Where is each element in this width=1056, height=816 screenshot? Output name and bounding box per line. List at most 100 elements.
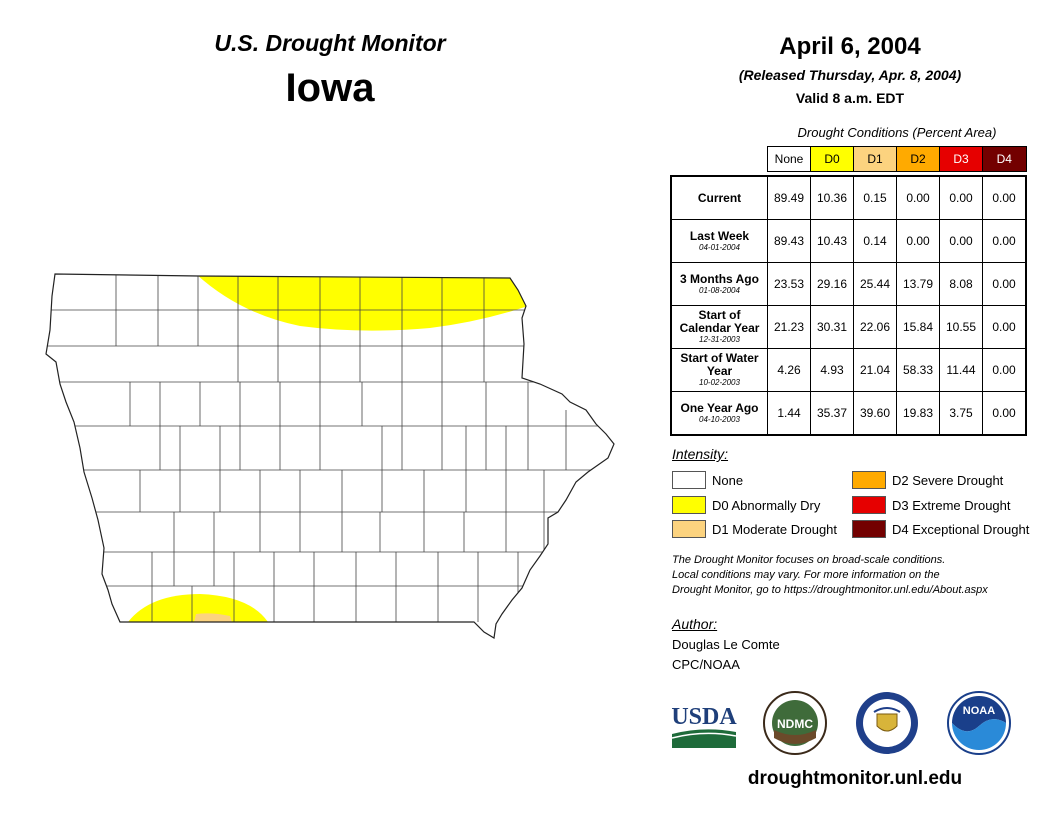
- author-name: Douglas Le Comte: [672, 637, 780, 652]
- row-date: 01-08-2004: [699, 285, 740, 295]
- cell-d4: 0.00: [982, 305, 1027, 349]
- row-label: Start of Calendar Year 12-31-2003: [670, 305, 768, 349]
- legend-label: D4 Exceptional Drought: [892, 521, 1030, 537]
- col-header-d3: D3: [939, 146, 983, 172]
- cell-d0: 30.31: [810, 305, 854, 349]
- svg-text:NOAA: NOAA: [963, 705, 995, 717]
- legend-label: D2 Severe Drought: [892, 472, 1004, 488]
- cell-d4: 0.00: [982, 391, 1027, 436]
- legend-swatch: [672, 496, 706, 514]
- legend-swatch: [852, 520, 886, 538]
- legend-title: Intensity:: [672, 446, 729, 462]
- cell-d2: 58.33: [896, 348, 940, 392]
- legend-label: D1 Moderate Drought: [712, 521, 838, 537]
- noaa-logo: NOAA: [947, 691, 1011, 755]
- map-title-state: Iowa: [285, 66, 375, 110]
- cell-none: 21.23: [767, 305, 811, 349]
- cell-none: 1.44: [767, 391, 811, 436]
- col-header-d4: D4: [982, 146, 1027, 172]
- table-header-row: None D0 D1 D2 D3 D4: [671, 146, 1027, 172]
- commerce-seal-logo: [856, 692, 918, 754]
- cell-none: 89.49: [767, 175, 811, 220]
- col-header-d0: D0: [810, 146, 854, 172]
- table-row: Current 89.49 10.36 0.15 0.00 0.00 0.00: [670, 175, 1027, 220]
- table-caption: Drought Conditions (Percent Area): [797, 125, 997, 140]
- usda-logo: USDA: [671, 704, 737, 748]
- d0-area-southwest: [128, 594, 268, 622]
- valid-line: Valid 8 a.m. EDT: [795, 90, 905, 106]
- cell-d1: 0.14: [853, 219, 897, 263]
- cell-d3: 10.55: [939, 305, 983, 349]
- cell-none: 23.53: [767, 262, 811, 306]
- legend-item-none: None: [672, 471, 743, 489]
- author-org: CPC/NOAA: [672, 657, 740, 672]
- date-title: April 6, 2004: [779, 33, 921, 60]
- release-line: (Released Thursday, Apr. 8, 2004): [738, 67, 962, 83]
- legend-label: D0 Abnormally Dry: [712, 497, 821, 513]
- cell-d2: 19.83: [896, 391, 940, 436]
- cell-d3: 11.44: [939, 348, 983, 392]
- cell-d1: 25.44: [853, 262, 897, 306]
- svg-text:NDMC: NDMC: [777, 717, 813, 731]
- legend-label: D3 Extreme Drought: [892, 497, 1011, 513]
- d1-area-southwest: [194, 613, 232, 622]
- table-row: Last Week 04-01-2004 89.43 10.43 0.14 0.0…: [670, 219, 1027, 263]
- cell-d1: 0.15: [853, 175, 897, 220]
- cell-d1: 22.06: [853, 305, 897, 349]
- legend-swatch: [672, 471, 706, 489]
- cell-d0: 29.16: [810, 262, 854, 306]
- iowa-drought-map: [45, 273, 615, 639]
- cell-d2: 15.84: [896, 305, 940, 349]
- cell-d4: 0.00: [982, 262, 1027, 306]
- author-label: Author:: [672, 616, 718, 632]
- row-date: 04-10-2003: [699, 414, 740, 424]
- legend-item-d3: D3 Extreme Drought: [852, 496, 1011, 514]
- cell-none: 4.26: [767, 348, 811, 392]
- col-header-none: None: [767, 146, 811, 172]
- legend-item-d4: D4 Exceptional Drought: [852, 520, 1029, 538]
- row-date: 12-31-2003: [699, 335, 740, 344]
- row-date: 04-01-2004: [699, 242, 740, 252]
- cell-d0: 10.36: [810, 175, 854, 220]
- d0-area-north: [196, 274, 530, 331]
- row-label: Start of Water Year 10-02-2003: [670, 348, 768, 392]
- legend-item-d1: D1 Moderate Drought: [672, 520, 837, 538]
- row-label: Current: [670, 175, 768, 220]
- col-header-d1: D1: [853, 146, 897, 172]
- cell-d3: 8.08: [939, 262, 983, 306]
- legend-item-d2: D2 Severe Drought: [852, 471, 1003, 489]
- col-header-d2: D2: [896, 146, 940, 172]
- row-label: One Year Ago 04-10-2003: [670, 391, 768, 436]
- row-label: Last Week 04-01-2004: [670, 219, 768, 263]
- table-row: Start of Calendar Year 12-31-2003 21.23 3…: [670, 305, 1027, 349]
- cell-none: 89.43: [767, 219, 811, 263]
- legend-item-d0: D0 Abnormally Dry: [672, 496, 820, 514]
- cell-d1: 39.60: [853, 391, 897, 436]
- table-row: One Year Ago 04-10-2003 1.44 35.37 39.60 …: [670, 391, 1027, 436]
- cell-d3: 0.00: [939, 219, 983, 263]
- legend-swatch: [852, 496, 886, 514]
- cell-d3: 0.00: [939, 175, 983, 220]
- disclaimer-text: The Drought Monitor focuses on broad-sca…: [672, 554, 988, 596]
- legend-swatch: [672, 520, 706, 538]
- site-url: droughtmonitor.unl.edu: [747, 768, 963, 789]
- svg-text:USDA: USDA: [671, 704, 737, 730]
- legend-swatch: [852, 471, 886, 489]
- iowa-state-outline: [45, 273, 615, 639]
- cell-d4: 0.00: [982, 175, 1027, 220]
- map-title-product: U.S. Drought Monitor: [214, 30, 446, 56]
- cell-d0: 10.43: [810, 219, 854, 263]
- cell-d1: 21.04: [853, 348, 897, 392]
- ndmc-logo: NDMC: [763, 691, 827, 755]
- cell-d4: 0.00: [982, 219, 1027, 263]
- cell-d4: 0.00: [982, 348, 1027, 392]
- cell-d0: 4.93: [810, 348, 854, 392]
- table-row: 3 Months Ago 01-08-2004 23.53 29.16 25.44…: [670, 262, 1027, 306]
- cell-d2: 13.79: [896, 262, 940, 306]
- table-corner: [671, 147, 768, 172]
- legend-label: None: [712, 472, 744, 488]
- cell-d2: 0.00: [896, 219, 940, 263]
- drought-conditions-table: None D0 D1 D2 D3 D4 Current 89.49 10.36 …: [670, 146, 1027, 436]
- row-date: 10-02-2003: [699, 378, 740, 387]
- table-row: Start of Water Year 10-02-2003 4.26 4.93 …: [670, 348, 1027, 392]
